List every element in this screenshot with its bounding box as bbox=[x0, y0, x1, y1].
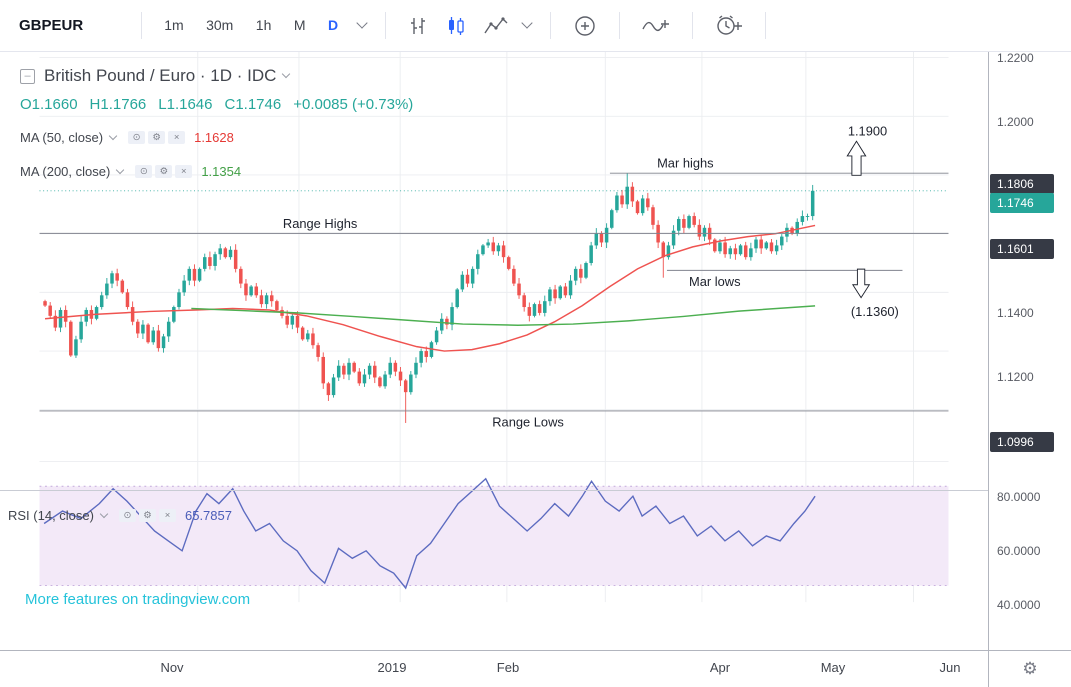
interval-1m[interactable]: 1m bbox=[164, 16, 184, 33]
ma200-line bbox=[191, 305, 816, 326]
ma50-chevron-icon[interactable] bbox=[108, 131, 118, 140]
toolbar-separator bbox=[141, 12, 143, 39]
price-axis-label: 1.1200 bbox=[997, 370, 1034, 385]
down-arrow-annotation bbox=[851, 268, 871, 299]
gear-icon[interactable]: ⚙ bbox=[148, 131, 166, 144]
rsi-axis-label: 60.0000 bbox=[997, 544, 1041, 558]
gear-icon[interactable]: ⚙ bbox=[155, 165, 173, 178]
rsi-chevron-icon[interactable] bbox=[99, 509, 109, 518]
eye-icon[interactable]: ⊙ bbox=[128, 131, 146, 144]
toolbar-separator bbox=[691, 12, 693, 39]
rsi-label[interactable]: RSI (14, close) bbox=[8, 508, 94, 523]
high-value: H1.1766 bbox=[89, 96, 147, 113]
interval-1h[interactable]: 1h bbox=[255, 16, 272, 33]
svg-text:Mar lows: Mar lows bbox=[689, 274, 741, 289]
compare-icon[interactable] bbox=[572, 13, 598, 39]
svg-text:(1.1360): (1.1360) bbox=[851, 304, 899, 319]
ma50-value: 1.1628 bbox=[194, 130, 234, 145]
interval-day[interactable]: D bbox=[327, 16, 339, 33]
chart-type-chevron-icon[interactable] bbox=[520, 16, 533, 29]
eye-icon[interactable]: ⊙ bbox=[118, 509, 136, 522]
toolbar-separator bbox=[384, 12, 386, 39]
price-badge: 1.1746 bbox=[990, 192, 1054, 213]
rsi-axis-label: 40.0000 bbox=[997, 598, 1041, 612]
time-axis[interactable]: Nov 2019 Feb Apr May Jun ⚙ bbox=[0, 650, 1071, 687]
toolbar-separator bbox=[618, 12, 620, 39]
time-axis-label: 2019 bbox=[377, 660, 407, 675]
svg-text:Mar highs: Mar highs bbox=[657, 156, 714, 171]
svg-text:Range Lows: Range Lows bbox=[492, 415, 564, 430]
rsi-band bbox=[39, 485, 949, 587]
interval-chevron-icon[interactable] bbox=[355, 16, 368, 29]
eye-icon[interactable]: ⊙ bbox=[135, 165, 153, 178]
price-axis-label: 1.2000 bbox=[997, 114, 1034, 129]
close-icon[interactable]: × bbox=[175, 165, 193, 178]
price-badge: 1.1601 bbox=[990, 239, 1054, 260]
time-axis-label: Feb bbox=[496, 660, 520, 675]
axis-corner: ⚙ bbox=[988, 651, 1071, 687]
alert-icon[interactable] bbox=[714, 13, 744, 39]
indicators-icon[interactable] bbox=[641, 13, 671, 39]
time-axis-label: Apr bbox=[709, 660, 731, 675]
top-toolbar: GBPEUR 1m 30m 1h M D bbox=[0, 0, 1071, 52]
title-chevron-icon[interactable] bbox=[282, 69, 291, 79]
tradingview-watermark-link[interactable]: More features on tradingview.com bbox=[25, 591, 251, 608]
interval-group: 1m 30m 1h M D bbox=[155, 17, 371, 35]
time-axis-label: Nov bbox=[160, 660, 184, 675]
up-arrow-annotation bbox=[846, 140, 867, 176]
bars-icon[interactable] bbox=[407, 15, 429, 37]
close-value: C1.1746 bbox=[224, 96, 282, 113]
main-chart[interactable]: Mar highs Range Highs Mar lows Range Lows 1.… bbox=[0, 52, 988, 650]
change-value: +0.0085 (+0.73%) bbox=[293, 96, 414, 113]
ma200-label[interactable]: MA (200, close) bbox=[20, 164, 111, 179]
collapse-pane-icon[interactable]: – bbox=[20, 68, 35, 84]
toolbar-separator bbox=[549, 12, 551, 39]
low-value: L1.1646 bbox=[158, 96, 213, 113]
chart-title[interactable]: British Pound / Euro · 1D · IDC bbox=[44, 66, 277, 85]
close-icon[interactable]: × bbox=[158, 509, 176, 522]
rsi-line bbox=[43, 477, 816, 590]
interval-month[interactable]: M bbox=[293, 16, 306, 33]
ma50-label[interactable]: MA (50, close) bbox=[20, 130, 104, 145]
ma50-legend-row: MA (50, close) ⊙ ⚙ × 1.1628 bbox=[20, 130, 234, 145]
price-badge: 1.0996 bbox=[990, 432, 1054, 453]
price-badge: 1.1806 bbox=[990, 173, 1054, 194]
ma50-line bbox=[44, 224, 816, 352]
price-axis-label: 1.2200 bbox=[997, 51, 1034, 66]
interval-30m[interactable]: 30m bbox=[206, 16, 234, 33]
annotations: Mar highs Range Highs Mar lows Range Lows 1.… bbox=[39, 124, 949, 430]
price-axis-label: 1.1400 bbox=[997, 306, 1034, 321]
svg-text:Range Highs: Range Highs bbox=[283, 216, 357, 231]
time-axis-label: Jun bbox=[939, 660, 961, 675]
area-icon[interactable] bbox=[483, 15, 509, 37]
toolbar-separator bbox=[764, 12, 766, 39]
ma200-legend-row: MA (200, close) ⊙ ⚙ × 1.1354 bbox=[20, 164, 241, 179]
gear-icon[interactable]: ⚙ bbox=[138, 509, 156, 522]
rsi-legend-row: RSI (14, close) ⊙ ⚙ × 65.7857 bbox=[8, 508, 232, 523]
ohlc-values: O1.1660 H1.1766 L1.1646 C1.1746 +0.0085 … bbox=[20, 96, 425, 113]
svg-text:1.1900: 1.1900 bbox=[848, 124, 887, 139]
rsi-axis-label: 80.0000 bbox=[997, 490, 1041, 504]
ma200-chevron-icon[interactable] bbox=[116, 165, 125, 174]
close-icon[interactable]: × bbox=[168, 131, 186, 144]
candles-icon[interactable] bbox=[445, 15, 467, 37]
time-axis-label: May bbox=[820, 660, 846, 675]
open-value: O1.1660 bbox=[20, 96, 78, 113]
price-axis[interactable]: 1.2200 1.2000 1.1400 1.1200 80.0000 60.0000 40… bbox=[988, 51, 1071, 650]
ma200-value: 1.1354 bbox=[201, 164, 242, 179]
candlestick-series bbox=[43, 173, 815, 423]
rsi-value: 65.7857 bbox=[184, 508, 232, 523]
chart-settings-gear-icon[interactable]: ⚙ bbox=[1022, 659, 1038, 678]
pane-separator[interactable] bbox=[0, 490, 1071, 491]
symbol-button[interactable]: GBPEUR bbox=[19, 17, 84, 34]
